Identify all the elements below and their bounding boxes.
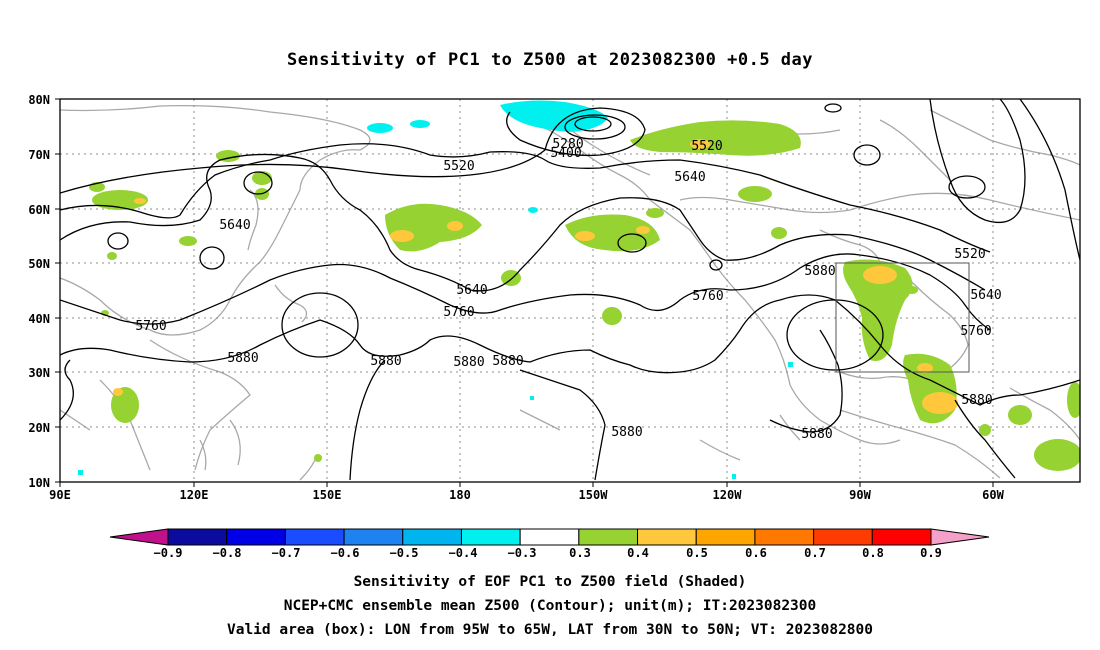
- longitude-labels: 90E 120E 150E 180 150W 120W 90W 60W: [49, 488, 1004, 502]
- colorbar-label: 0.9: [920, 546, 942, 560]
- contour-labels: 5280 5400 5520 5520 5520 5640 5640 5640 …: [135, 137, 1001, 442]
- lon-label: 120W: [713, 488, 743, 502]
- colorbar-label: −0.7: [272, 546, 301, 560]
- colorbar-label: 0.6: [745, 546, 767, 560]
- colorbar-cell: [578, 528, 639, 546]
- colorbar-label: −0.6: [331, 546, 360, 560]
- contour-label: 5880: [370, 354, 401, 369]
- contour-label: 5280: [552, 137, 583, 152]
- contour-label: 5520: [691, 139, 722, 154]
- contour-label: 5640: [970, 288, 1001, 303]
- colorbar-label: −0.5: [390, 546, 419, 560]
- colorbar-cell: [167, 528, 228, 546]
- colorbar-over-triangle: [930, 528, 990, 546]
- colorbar-label: 0.5: [686, 546, 708, 560]
- contour-label: 5880: [227, 351, 258, 366]
- contour-label: 5400: [550, 146, 581, 161]
- lat-label: 40N: [28, 312, 50, 326]
- lat-label: 10N: [28, 476, 50, 490]
- contour-label: 5760: [443, 305, 474, 320]
- contour-label: 5760: [135, 319, 166, 334]
- contour-label: 5880: [961, 393, 992, 408]
- latitude-labels: 80N 70N 60N 50N 40N 30N 20N 10N: [28, 93, 50, 490]
- colorbar-cell: [343, 528, 404, 546]
- shaded-sensitivity: [78, 100, 1080, 479]
- colorbar-cell: [813, 528, 873, 546]
- colorbar-label: 0.4: [627, 546, 649, 560]
- caption-line-1: Sensitivity of EOF PC1 to Z500 field (Sh…: [353, 574, 747, 590]
- colorbar-cell: [754, 528, 815, 546]
- colorbar-label: 0.3: [569, 546, 591, 560]
- contour-label: 5880: [804, 264, 835, 279]
- contour-label: 5880: [611, 425, 642, 440]
- colorbar-label: 0.8: [862, 546, 884, 560]
- colorbar: −0.9 −0.8 −0.7 −0.6 −0.5 −0.4 −0.3 0.3 0…: [109, 528, 990, 560]
- contour-label: 5880: [492, 354, 523, 369]
- colorbar-cell: [460, 528, 521, 546]
- colorbar-cell: [284, 528, 345, 546]
- contour-label: 5520: [954, 247, 985, 262]
- lon-label: 150W: [579, 488, 609, 502]
- lon-label: 120E: [180, 488, 209, 502]
- colorbar-cell: [519, 528, 580, 546]
- colorbar-cell: [402, 528, 462, 546]
- lon-label: 150E: [313, 488, 342, 502]
- lon-label: 60W: [982, 488, 1004, 502]
- colorbar-cell: [871, 528, 932, 546]
- lat-label: 50N: [28, 257, 50, 271]
- lat-label: 60N: [28, 203, 50, 217]
- colorbar-under-triangle: [109, 528, 169, 546]
- colorbar-label: −0.9: [154, 546, 183, 560]
- contour-label: 5760: [960, 324, 991, 339]
- colorbar-label: −0.4: [449, 546, 478, 560]
- map-title: Sensitivity of PC1 to Z500 at 2023082300…: [286, 50, 813, 70]
- caption-line-2: NCEP+CMC ensemble mean Z500 (Contour); u…: [283, 598, 817, 614]
- caption-line-3: Valid area (box): LON from 95W to 65W, L…: [226, 622, 873, 638]
- z500-contours: [60, 99, 1080, 481]
- valid-area-box: [835, 262, 970, 373]
- lat-label: 70N: [28, 148, 50, 162]
- colorbar-cells: [167, 528, 932, 546]
- coastlines: [60, 104, 1080, 481]
- contour-label: 5880: [453, 355, 484, 370]
- contour-label: 5880: [801, 427, 832, 442]
- lon-label: 90E: [49, 488, 71, 502]
- colorbar-cell: [637, 528, 697, 546]
- colorbar-label: 0.7: [804, 546, 826, 560]
- lon-label: 180: [449, 488, 471, 502]
- contour-label: 5640: [219, 218, 250, 233]
- contour-label: 5760: [692, 289, 723, 304]
- lat-label: 30N: [28, 366, 50, 380]
- colorbar-label: −0.8: [213, 546, 242, 560]
- lon-label: 90W: [849, 488, 871, 502]
- contour-label: 5640: [456, 283, 487, 298]
- contour-label: 5640: [674, 170, 705, 185]
- map-border: [59, 98, 1081, 483]
- colorbar-cell: [695, 528, 756, 546]
- lat-label: 20N: [28, 421, 50, 435]
- contour-label: 5520: [443, 159, 474, 174]
- colorbar-labels: −0.9 −0.8 −0.7 −0.6 −0.5 −0.4 −0.3 0.3 0…: [154, 546, 942, 560]
- tick-marks: [55, 98, 994, 487]
- lat-label: 80N: [28, 93, 50, 107]
- colorbar-label: −0.3: [508, 546, 537, 560]
- colorbar-cell: [226, 528, 286, 546]
